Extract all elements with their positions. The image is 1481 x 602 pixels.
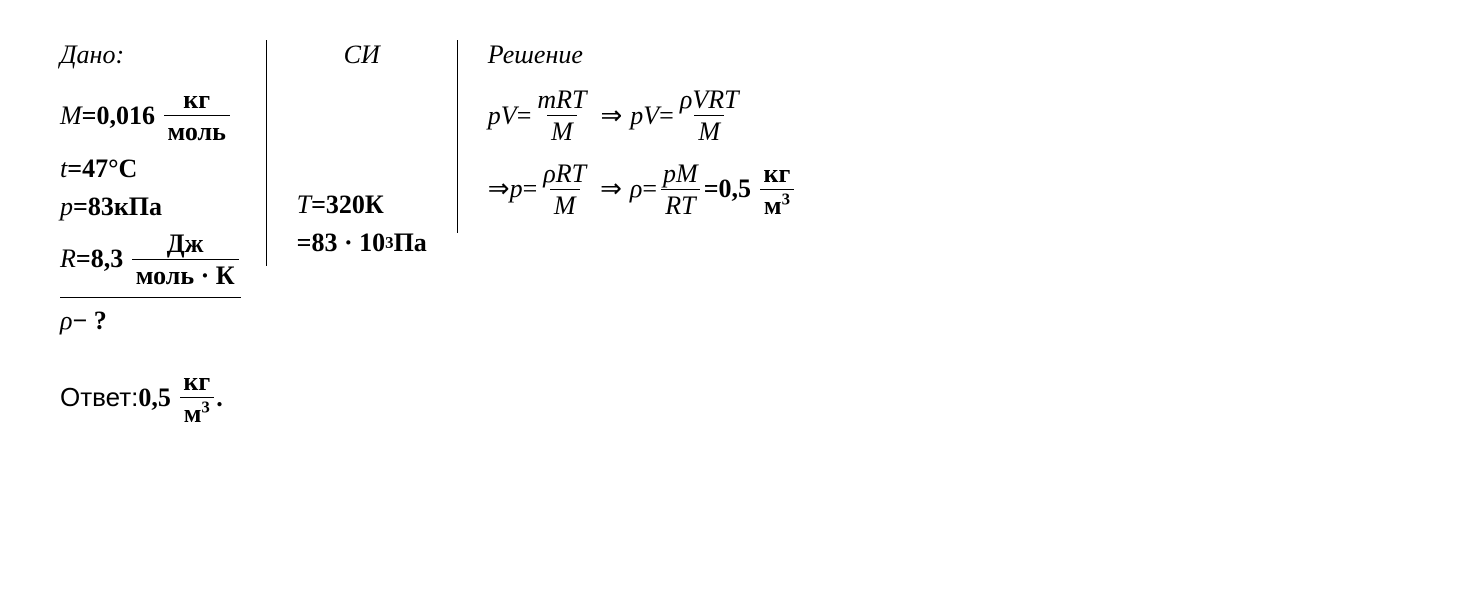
unit-R: Дж моль · К [132, 230, 239, 290]
eq2-unit-den: м3 [760, 189, 794, 219]
eq2-frac1-den: M [550, 189, 580, 219]
eq2-unit: кг м3 [760, 160, 795, 220]
eq2-val: 0,5 [719, 174, 752, 204]
given-find: ρ − ? [60, 306, 241, 336]
equation-1: pV = mRT M ⇒ pV = ρVRT M [488, 86, 797, 146]
unit-M-num: кг [179, 86, 214, 115]
si-T: T = 320 К [297, 190, 427, 220]
solution-heading: Решение [488, 40, 797, 70]
eq2-lhs2: ρ [630, 174, 642, 204]
var-M: M [60, 101, 82, 131]
eq: = [67, 154, 82, 184]
eq: = [517, 101, 532, 131]
eq: = [704, 174, 719, 204]
given-p: p = 83 кПа [60, 192, 241, 222]
problem-container: Дано: M = 0,016 кг моль t = 47 °C p = 83… [60, 40, 1421, 344]
val-p: 83 [88, 192, 114, 222]
given-column: Дано: M = 0,016 кг моль t = 47 °C p = 83… [60, 40, 266, 344]
val-M: 0,016 [97, 101, 156, 131]
unit-R-den: моль · К [132, 259, 239, 289]
unit-exp: 3 [782, 189, 790, 208]
arrow-icon: ⇒ [600, 174, 622, 204]
var-T: T [297, 190, 311, 220]
si-heading: СИ [297, 40, 427, 70]
eq: = [73, 192, 88, 222]
answer-val: 0,5 [138, 383, 171, 413]
eq1-lhs2: pV [630, 101, 659, 131]
var-R: R [60, 244, 76, 274]
eq: = [311, 190, 326, 220]
val-sip: 83 · 10 [311, 228, 385, 258]
eq2-frac2: pM RT [659, 160, 702, 220]
eq2-frac2-den: RT [661, 189, 699, 219]
var-p: p [60, 192, 73, 222]
var-rho: ρ [60, 306, 72, 336]
si-spacer [297, 82, 427, 182]
unit-R-num: Дж [163, 230, 208, 259]
eq1-lhs1: pV [488, 101, 517, 131]
answer-unit-num: кг [179, 368, 214, 397]
given-heading: Дано: [60, 40, 241, 70]
answer-line: Ответ: 0,5 кг м3 . [60, 368, 1421, 428]
val-t: 47 [82, 154, 108, 184]
arrow-icon: ⇒ [600, 101, 622, 131]
given-separator [60, 297, 241, 298]
solution-column: Решение pV = mRT M ⇒ pV = ρVRT M ⇒ p = ρ… [457, 40, 797, 233]
val-T: 320 [326, 190, 365, 220]
answer-period: . [216, 383, 223, 413]
find-rest: − ? [72, 306, 106, 336]
val-R: 8,3 [91, 244, 124, 274]
eq2-lhs1: p [510, 174, 523, 204]
given-t: t = 47 °C [60, 154, 241, 184]
eq1-frac1-den: M [547, 115, 577, 145]
given-M: M = 0,016 кг моль [60, 86, 241, 146]
eq2-frac1: ρRT M [539, 160, 590, 220]
eq1-frac1: mRT M [533, 86, 590, 146]
unit-p: кПа [114, 192, 162, 222]
eq1-frac1-num: mRT [533, 86, 590, 115]
unit-t: °C [108, 154, 137, 184]
unit-base: м [184, 399, 202, 428]
eq: = [523, 174, 538, 204]
unit-M-den: моль [164, 115, 230, 145]
eq2-unit-num: кг [760, 160, 795, 189]
eq: = [642, 174, 657, 204]
answer-unit: кг м3 [179, 368, 214, 428]
unit-exp: 3 [201, 398, 209, 417]
answer-label: Ответ: [60, 382, 138, 413]
answer-unit-den: м3 [180, 397, 214, 427]
var-t: t [60, 154, 67, 184]
eq: = [659, 101, 674, 131]
unit-base: м [764, 191, 782, 220]
eq1-frac2-num: ρVRT [676, 86, 743, 115]
eq2-frac1-num: ρRT [539, 160, 590, 189]
eq2-frac2-num: pM [659, 160, 702, 189]
eq1-frac2: ρVRT M [676, 86, 743, 146]
eq1-frac2-den: M [694, 115, 724, 145]
unit-M: кг моль [164, 86, 230, 146]
unit-T: К [365, 190, 384, 220]
equation-2: ⇒ p = ρRT M ⇒ ρ = pM RT = 0,5 кг м3 [488, 160, 797, 220]
arrow-icon: ⇒ [488, 174, 510, 204]
si-column: СИ T = 320 К = 83 · 103 Па [266, 40, 457, 266]
eq: = [76, 244, 91, 274]
si-p: = 83 · 103 Па [297, 228, 427, 258]
unit-sip: Па [394, 228, 427, 258]
eq: = [297, 228, 312, 258]
eq: = [82, 101, 97, 131]
given-R: R = 8,3 Дж моль · К [60, 230, 241, 290]
